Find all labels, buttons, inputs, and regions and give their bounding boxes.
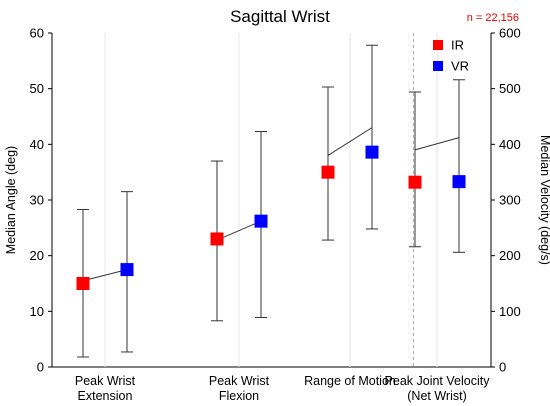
right-tick-label: 500 [499, 81, 521, 96]
marker-ir [76, 277, 90, 290]
legend-swatch-vr [433, 61, 443, 71]
right-tick-label: 0 [499, 360, 506, 375]
right-tick-label: 600 [499, 26, 521, 41]
left-tick-label: 10 [30, 304, 44, 319]
right-tick-label: 200 [499, 248, 521, 263]
marker-ir [210, 232, 224, 246]
legend-swatch-ir [433, 40, 443, 50]
right-tick-label: 400 [499, 137, 521, 152]
sample-size-note: n = 22,156 [467, 12, 519, 24]
left-tick-label: 0 [37, 360, 44, 375]
connector-line [327, 127, 373, 156]
category-label: Peak Joint Velocity (Net Wrist) [385, 374, 491, 403]
left-axis-label: Median Angle (deg) [4, 146, 18, 254]
marker-vr [365, 145, 379, 159]
marker-ir [408, 175, 422, 189]
right-tick-label: 300 [499, 193, 521, 208]
legend-label-vr: VR [451, 59, 469, 74]
legend-label-ir: IR [451, 38, 464, 53]
chart-title: Sagittal Wrist [230, 7, 330, 26]
category-label: Peak Wrist Extension [75, 374, 136, 403]
left-tick-label: 40 [30, 137, 44, 152]
category-label: Range of Motion [304, 374, 396, 388]
category-label: Peak Wrist Flexion [209, 374, 270, 403]
marker-ir [321, 165, 335, 179]
left-tick-label: 60 [30, 26, 44, 41]
connector-line [414, 137, 460, 151]
right-axis-label: Median Velocity (deg/s) [538, 135, 550, 265]
left-tick-label: 30 [30, 193, 44, 208]
marker-vr [254, 214, 268, 228]
marker-vr [452, 175, 466, 189]
left-tick-label: 20 [30, 248, 44, 263]
right-tick-label: 100 [499, 304, 521, 319]
left-tick-label: 50 [30, 81, 44, 96]
connector-line [216, 220, 262, 241]
connector-line [82, 269, 128, 282]
marker-vr [120, 263, 134, 277]
